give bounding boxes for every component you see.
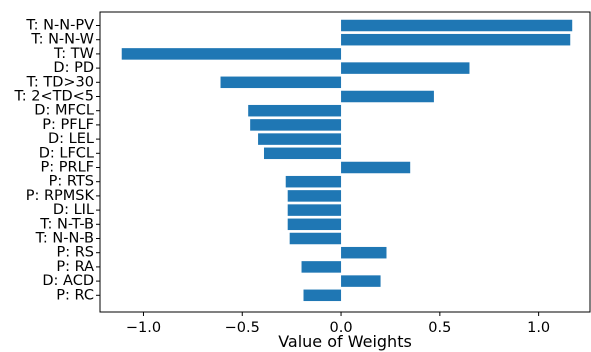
- y-axis-ticks: T: N-N-PVT: N-N-WT: TWD: PDT: TD>30T: 2<…: [13, 18, 100, 303]
- x-tick-label: 0.0: [330, 320, 353, 336]
- bar: [341, 33, 571, 46]
- bar: [303, 289, 342, 302]
- y-tick-label: D: LEL: [48, 131, 94, 147]
- y-tick-label: T: TW: [53, 46, 94, 62]
- y-tick-label: T: N-N-W: [30, 32, 94, 48]
- bars-group: [121, 19, 573, 302]
- x-tick-label: −0.5: [225, 320, 260, 336]
- bar: [287, 218, 342, 231]
- bar: [287, 190, 342, 202]
- x-axis-title: Value of Weights: [278, 332, 412, 351]
- bar: [248, 104, 342, 117]
- bar: [287, 204, 342, 216]
- y-tick-label: T: N-N-PV: [25, 18, 94, 34]
- bar: [250, 119, 342, 131]
- y-tick-label: T: 2<TD<5: [13, 89, 94, 105]
- plot-frame: [99, 11, 591, 313]
- y-tick-label: P: RA: [56, 259, 94, 275]
- x-tick-label: 0.5: [428, 320, 451, 336]
- bar: [285, 175, 342, 188]
- y-tick-label: P: RPMSK: [26, 188, 95, 204]
- y-tick-label: P: RS: [56, 245, 94, 261]
- bar: [121, 48, 342, 60]
- bar: [341, 62, 470, 74]
- bar: [341, 275, 381, 287]
- x-tick-label: 1.0: [527, 320, 550, 336]
- y-tick-label: P: RTS: [49, 174, 94, 190]
- y-tick-label: D: PD: [53, 60, 94, 76]
- y-tick-label: T: N-N-B: [35, 231, 94, 247]
- bar: [220, 76, 342, 89]
- y-tick-label: P: PFLF: [42, 117, 94, 133]
- y-tick-label: D: LFCL: [39, 145, 94, 161]
- bar: [263, 147, 342, 160]
- y-tick-label: T: N-T-B: [39, 216, 94, 232]
- bar: [341, 19, 573, 32]
- x-axis-ticks: −1.0 −0.5 0.0 0.5 1.0: [126, 312, 550, 336]
- bar: [341, 161, 411, 174]
- y-tick-label: P: PRLF: [41, 160, 94, 176]
- bar: [289, 232, 342, 245]
- x-tick-label: −1.0: [126, 320, 161, 336]
- bar: [341, 90, 434, 103]
- y-tick-label: D: MFCL: [34, 103, 94, 119]
- y-tick-label: D: LIL: [53, 202, 94, 218]
- y-tick-label: T: TD>30: [26, 74, 94, 90]
- bar: [341, 246, 387, 259]
- bar: [258, 133, 342, 145]
- bar: [301, 261, 342, 273]
- y-tick-label: D: ACD: [42, 273, 94, 289]
- y-tick-label: P: RC: [56, 287, 94, 303]
